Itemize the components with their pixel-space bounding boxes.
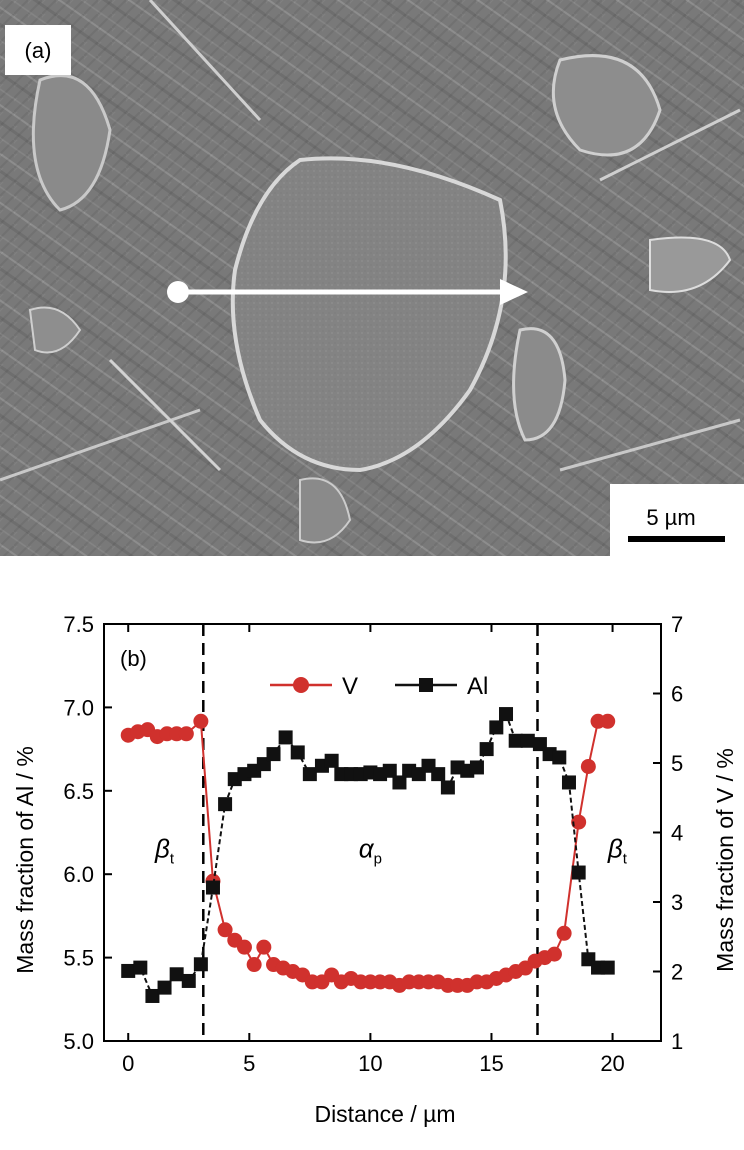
legend-marker-al <box>419 678 433 692</box>
data-point-al <box>266 747 281 762</box>
phase-region-label: βt <box>154 834 175 868</box>
data-point-v <box>193 713 209 729</box>
data-point-al <box>324 753 339 768</box>
x-tick-label: 15 <box>479 1051 503 1076</box>
data-point-v <box>556 925 572 941</box>
legend-label-v: V <box>342 673 358 700</box>
scale-bar-box <box>610 484 744 556</box>
data-point-al <box>181 973 196 988</box>
x-tick-label: 5 <box>243 1051 255 1076</box>
x-tick-label: 0 <box>122 1051 134 1076</box>
data-point-al <box>440 780 455 795</box>
data-point-al <box>431 767 446 782</box>
y-left-tick-label: 6.0 <box>63 862 94 887</box>
y-right-tick-label: 7 <box>671 612 683 637</box>
data-point-al <box>508 733 523 748</box>
panel-b-label: (b) <box>120 646 147 671</box>
data-point-al <box>552 750 567 765</box>
data-point-v <box>546 946 562 962</box>
scale-bar <box>628 536 725 542</box>
panel-a-label-box <box>5 25 71 75</box>
legend-label-al: Al <box>467 673 488 700</box>
y-right-tick-label: 1 <box>671 1029 683 1054</box>
y-left-tick-label: 6.5 <box>63 779 94 804</box>
y-right-tick-label: 2 <box>671 960 683 985</box>
data-point-al <box>600 960 615 975</box>
x-axis-label: Distance / µm <box>314 1101 455 1127</box>
data-point-v <box>236 939 252 955</box>
data-point-v <box>217 922 233 938</box>
y-left-tick-label: 5.0 <box>63 1029 94 1054</box>
data-point-al <box>302 767 317 782</box>
chart-marks: V Al <box>120 673 616 1003</box>
data-point-al <box>561 775 576 790</box>
data-point-al <box>382 763 397 778</box>
y-left-tick-label: 5.5 <box>63 946 94 971</box>
data-point-al <box>489 720 504 735</box>
panel-a-label: (a) <box>25 38 52 63</box>
data-point-al <box>469 760 484 775</box>
y-left-tick-label: 7.0 <box>63 695 94 720</box>
x-tick-label: 10 <box>358 1051 382 1076</box>
data-point-v <box>178 726 194 742</box>
y-right-tick-label: 4 <box>671 821 683 846</box>
phase-region-label: βt <box>607 834 628 868</box>
data-point-al <box>278 730 293 745</box>
data-point-al <box>392 775 407 790</box>
linescan-arrow-icon <box>167 279 528 305</box>
data-point-v <box>580 758 596 774</box>
data-point-al <box>193 957 208 972</box>
data-point-v <box>600 713 616 729</box>
data-point-al <box>133 960 148 975</box>
data-point-al <box>169 967 184 982</box>
y-axis-right-label: Mass fraction of V / % <box>712 748 738 972</box>
y-right-tick-label: 3 <box>671 890 683 915</box>
y-right-tick-label: 5 <box>671 751 683 776</box>
phase-region-label: αp <box>359 834 382 868</box>
scale-bar-label: 5 µm <box>646 505 695 530</box>
data-point-al <box>145 988 160 1003</box>
x-tick-label: 20 <box>600 1051 624 1076</box>
data-point-al <box>290 745 305 760</box>
data-point-al <box>499 707 514 722</box>
data-point-v <box>571 814 587 830</box>
data-point-al <box>205 880 220 895</box>
data-point-al <box>218 797 233 812</box>
primary-alpha-grain <box>230 156 508 473</box>
data-point-v <box>256 939 272 955</box>
y-right-tick-label: 6 <box>671 682 683 707</box>
chart-axes: 0 5 10 15 20 5.0 5.5 6.0 6.5 7.0 7.5 1 2 3 4 5 6 7 βt αp βt <box>63 612 683 1076</box>
data-point-al <box>520 733 535 748</box>
y-left-tick-label: 7.5 <box>63 612 94 637</box>
data-point-al <box>479 742 494 757</box>
data-point-al <box>571 865 586 880</box>
legend-marker-v <box>293 677 309 693</box>
sem-micrograph: (a) 5 µm <box>0 0 744 556</box>
data-point-v <box>246 957 262 973</box>
y-axis-left-label: Mass fraction of Al / % <box>12 746 38 974</box>
data-point-al <box>121 963 136 978</box>
data-point-al <box>157 980 172 995</box>
